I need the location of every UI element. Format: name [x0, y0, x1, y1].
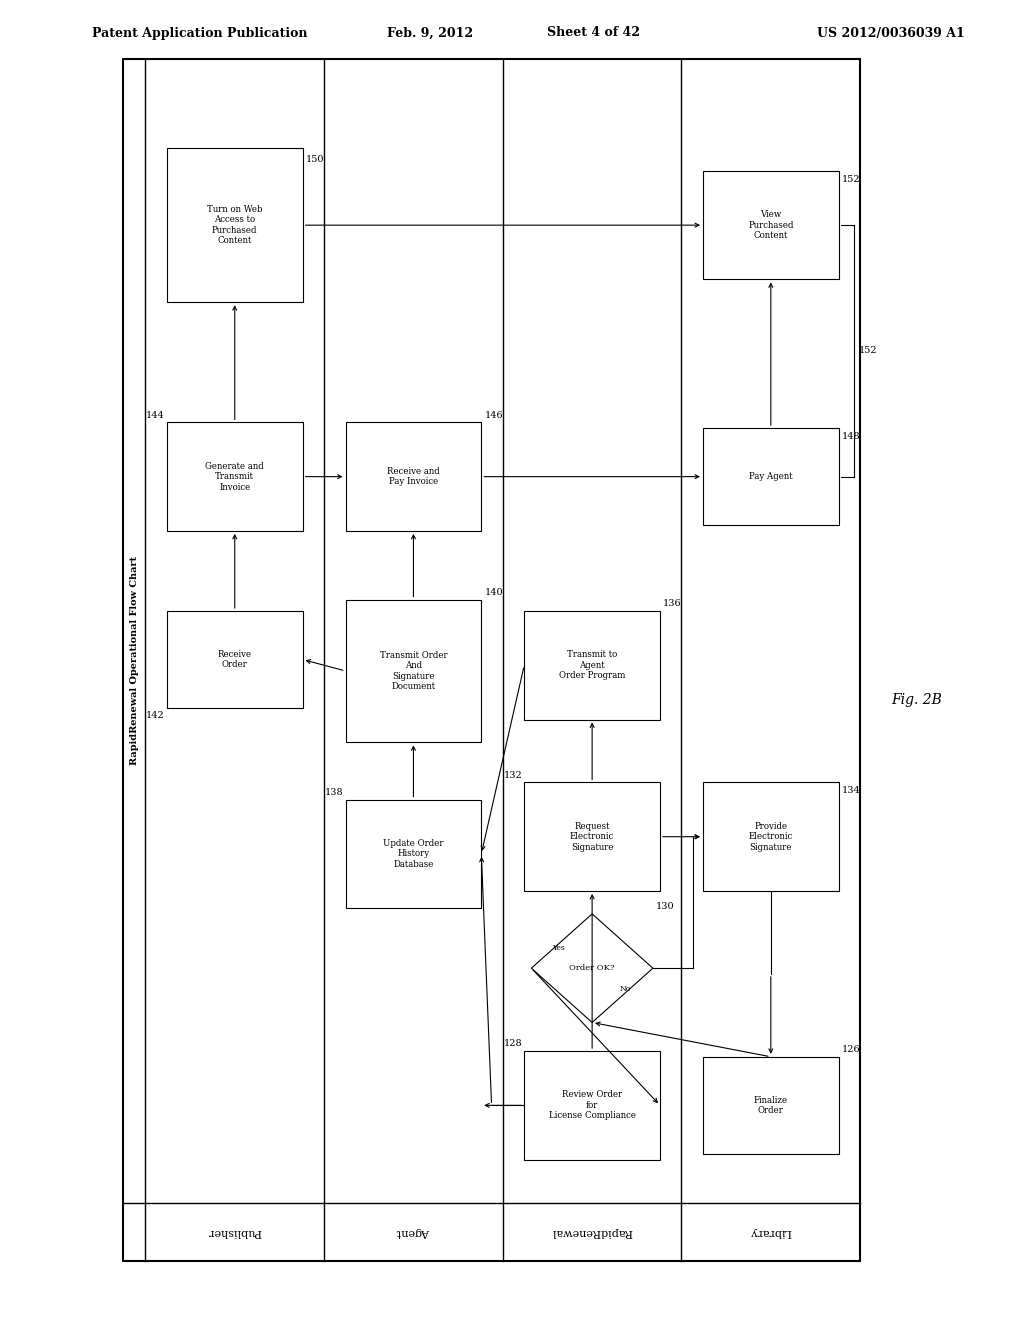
Bar: [345, 800, 481, 908]
Text: Receive and
Pay Invoice: Receive and Pay Invoice: [387, 467, 440, 486]
Text: 126: 126: [842, 1045, 860, 1055]
Text: Agent: Agent: [397, 1226, 430, 1237]
Text: 148: 148: [842, 432, 860, 441]
Text: RapidRenewal: RapidRenewal: [552, 1226, 633, 1237]
Text: 134: 134: [842, 787, 860, 796]
Text: 146: 146: [484, 411, 503, 420]
Text: 136: 136: [664, 599, 682, 609]
Text: Provide
Electronic
Signature: Provide Electronic Signature: [749, 822, 793, 851]
Text: RapidRenewal Operational Flow Chart: RapidRenewal Operational Flow Chart: [130, 556, 138, 764]
Text: Library: Library: [750, 1226, 792, 1237]
Text: Request
Electronic
Signature: Request Electronic Signature: [570, 822, 614, 851]
Bar: [702, 1057, 839, 1154]
Bar: [345, 599, 481, 742]
Text: Fig. 2B: Fig. 2B: [891, 693, 942, 706]
Text: No: No: [620, 985, 631, 993]
Text: Finalize
Order: Finalize Order: [754, 1096, 787, 1115]
Text: View
Purchased
Content: View Purchased Content: [749, 210, 794, 240]
Text: Publisher: Publisher: [208, 1226, 262, 1237]
Bar: [524, 783, 660, 891]
Polygon shape: [531, 913, 653, 1023]
Bar: [167, 148, 303, 302]
Text: 130: 130: [656, 903, 675, 911]
Bar: [702, 428, 839, 525]
Text: Feb. 9, 2012: Feb. 9, 2012: [387, 26, 473, 40]
Bar: [524, 611, 660, 719]
Text: 138: 138: [325, 788, 343, 797]
Bar: [167, 422, 303, 531]
Bar: [524, 1051, 660, 1160]
Text: Update Order
History
Database: Update Order History Database: [383, 840, 443, 869]
Text: Patent Application Publication: Patent Application Publication: [92, 26, 307, 40]
Bar: [702, 170, 839, 280]
Text: Turn on Web
Access to
Purchased
Content: Turn on Web Access to Purchased Content: [207, 205, 262, 246]
Bar: [167, 611, 303, 708]
Text: 150: 150: [306, 154, 325, 164]
Text: Receive
Order: Receive Order: [218, 649, 252, 669]
Text: Sheet 4 of 42: Sheet 4 of 42: [548, 26, 640, 40]
Text: 152: 152: [859, 346, 878, 355]
Text: 144: 144: [146, 411, 165, 420]
Text: Pay Agent: Pay Agent: [749, 473, 793, 480]
Text: Review Order
for
License Compliance: Review Order for License Compliance: [549, 1090, 636, 1121]
Text: 132: 132: [504, 771, 522, 780]
Text: US 2012/0036039 A1: US 2012/0036039 A1: [817, 26, 965, 40]
Text: Transmit Order
And
Signature
Document: Transmit Order And Signature Document: [380, 651, 447, 692]
Text: Transmit to
Agent
Order Program: Transmit to Agent Order Program: [559, 651, 626, 680]
Text: 152: 152: [842, 174, 860, 183]
Text: 142: 142: [146, 710, 165, 719]
Bar: [123, 59, 860, 1261]
Text: 140: 140: [484, 587, 503, 597]
Text: Generate and
Transmit
Invoice: Generate and Transmit Invoice: [206, 462, 264, 491]
Text: Order OK?: Order OK?: [569, 964, 614, 973]
Bar: [702, 783, 839, 891]
Bar: [345, 422, 481, 531]
Text: 128: 128: [504, 1039, 522, 1048]
Text: Yes: Yes: [552, 944, 565, 952]
